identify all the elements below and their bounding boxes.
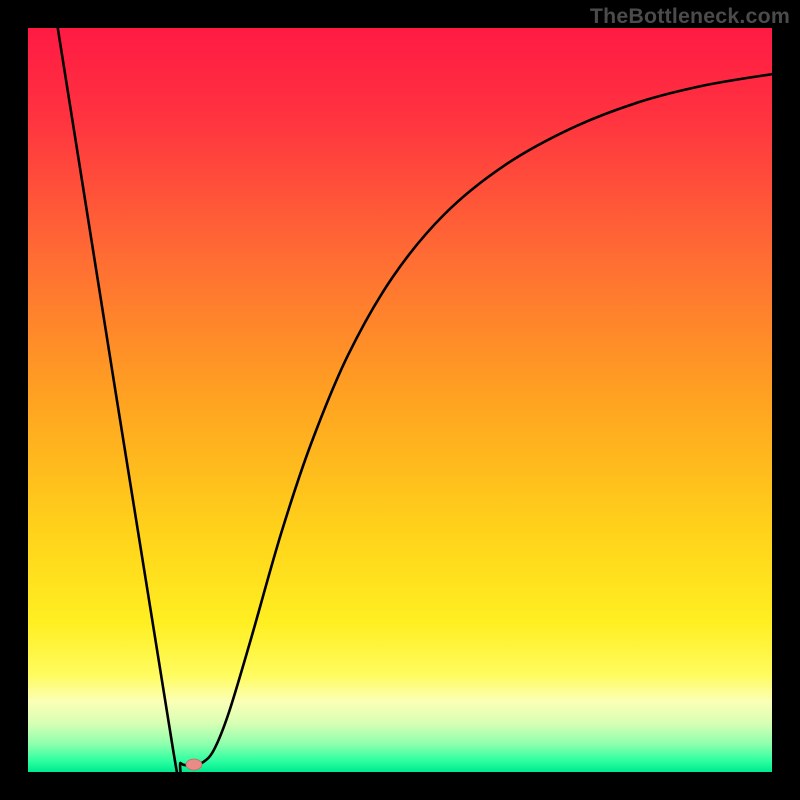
attribution-label: TheBottleneck.com <box>590 4 790 29</box>
optimal-point-marker <box>186 759 202 770</box>
chart-frame: TheBottleneck.com <box>0 0 800 800</box>
chart-background <box>28 28 772 772</box>
bottleneck-curve-chart <box>28 28 772 772</box>
